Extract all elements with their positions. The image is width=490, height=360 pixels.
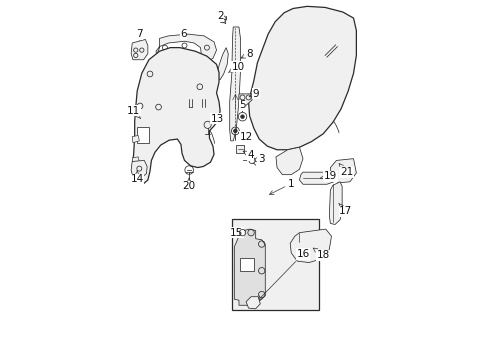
Text: 19: 19: [320, 171, 337, 181]
Text: 1: 1: [270, 179, 294, 194]
Polygon shape: [248, 6, 356, 150]
Text: 6: 6: [180, 29, 187, 39]
Text: 16: 16: [258, 249, 310, 300]
Polygon shape: [131, 161, 147, 178]
Text: 15: 15: [230, 228, 244, 238]
Polygon shape: [276, 147, 303, 175]
Polygon shape: [299, 172, 335, 184]
Polygon shape: [217, 48, 228, 80]
Text: 14: 14: [130, 171, 144, 184]
Polygon shape: [132, 157, 139, 164]
Polygon shape: [230, 27, 241, 141]
Text: 20: 20: [183, 178, 196, 192]
Polygon shape: [330, 159, 356, 183]
Text: 17: 17: [339, 203, 352, 216]
Text: 8: 8: [241, 49, 253, 59]
Polygon shape: [132, 135, 139, 143]
Text: 12: 12: [239, 132, 253, 141]
Text: 7: 7: [136, 29, 143, 40]
Text: 10: 10: [228, 62, 245, 72]
Circle shape: [234, 129, 237, 133]
Polygon shape: [137, 127, 149, 143]
Text: 3: 3: [253, 154, 264, 165]
Polygon shape: [241, 258, 254, 271]
Text: 4: 4: [243, 150, 254, 160]
Polygon shape: [236, 145, 244, 153]
Text: 13: 13: [210, 114, 224, 124]
Polygon shape: [246, 297, 260, 309]
Text: 2: 2: [217, 11, 226, 24]
Polygon shape: [239, 94, 252, 105]
Polygon shape: [131, 40, 148, 60]
Polygon shape: [132, 48, 220, 184]
FancyBboxPatch shape: [232, 219, 319, 310]
Text: 11: 11: [127, 105, 140, 118]
Circle shape: [241, 115, 245, 118]
Text: 9: 9: [249, 89, 259, 99]
Polygon shape: [156, 34, 217, 111]
Polygon shape: [329, 182, 342, 225]
Text: 21: 21: [339, 163, 353, 177]
Polygon shape: [290, 229, 331, 262]
Polygon shape: [234, 229, 265, 305]
Text: 5: 5: [239, 100, 246, 112]
Text: 18: 18: [313, 248, 330, 260]
